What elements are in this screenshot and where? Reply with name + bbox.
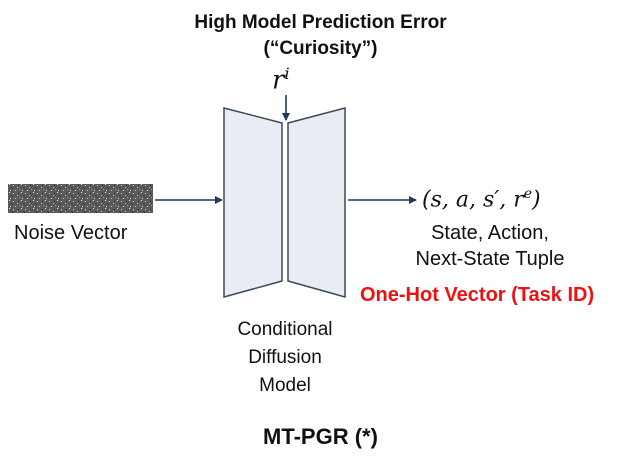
tuple-superscript: e bbox=[523, 186, 533, 202]
tuple-formula-close: ) bbox=[532, 187, 541, 213]
model-label-line3: Model bbox=[259, 375, 311, 396]
noise-vector-label: Noise Vector bbox=[14, 222, 128, 244]
diffusion-block-left bbox=[223, 107, 283, 298]
tuple-formula: (s, a, s′, re) bbox=[422, 186, 541, 212]
tuple-description-line2: Next-State Tuple bbox=[415, 248, 565, 270]
title-line2: (“Curiosity”) bbox=[263, 38, 378, 59]
reward-symbol: r bbox=[272, 65, 285, 96]
reward-label: ri bbox=[272, 64, 290, 96]
tuple-description-line1: State, Action, bbox=[431, 222, 549, 244]
reward-superscript: i bbox=[284, 64, 290, 83]
tuple-formula-body: (s, a, s′, r bbox=[422, 187, 524, 213]
model-label-line1: Conditional bbox=[237, 319, 333, 340]
footer-label: MT-PGR (*) bbox=[263, 424, 378, 449]
model-label-line2: Diffusion bbox=[248, 347, 322, 368]
diffusion-block-right bbox=[287, 107, 346, 298]
model-label: Conditional Diffusion Model bbox=[200, 316, 370, 400]
noise-vector-bar bbox=[8, 184, 153, 213]
title-line1: High Model Prediction Error bbox=[194, 12, 447, 33]
task-id-label: One-Hot Vector (Task ID) bbox=[360, 284, 595, 306]
